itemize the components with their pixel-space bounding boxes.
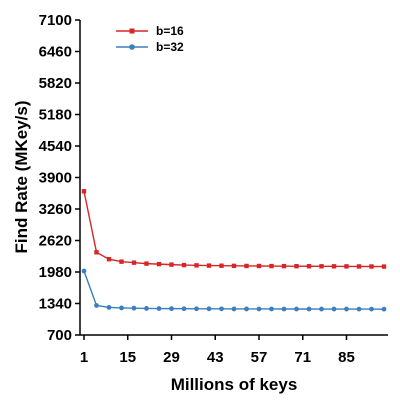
- y-tick-label: 3900: [39, 170, 72, 187]
- data-point: [244, 306, 249, 312]
- axes: [79, 20, 388, 336]
- y-axis-title: Find Rate (MKey/s): [12, 100, 31, 253]
- x-ticks: 1 15 29 43 57 71 85: [80, 335, 355, 366]
- data-point: [156, 261, 162, 267]
- x-tick-label: 1: [80, 349, 88, 366]
- data-point: [94, 303, 99, 308]
- data-point: [94, 250, 99, 255]
- data-point: [331, 306, 337, 312]
- series-layer: [81, 189, 387, 312]
- y-tick-label: 5180: [39, 107, 72, 124]
- data-point: [131, 260, 137, 265]
- data-point: [294, 263, 299, 269]
- data-point: [344, 306, 349, 312]
- x-tick-label: 29: [163, 349, 180, 366]
- x-tick-label: 85: [338, 349, 355, 366]
- data-point: [331, 264, 337, 269]
- data-point: [106, 257, 112, 262]
- data-point: [269, 263, 274, 269]
- data-point: [194, 306, 199, 312]
- data-point: [119, 305, 124, 311]
- data-point: [219, 306, 224, 312]
- data-point: [306, 264, 312, 269]
- data-point: [194, 263, 199, 268]
- x-tick-label: 15: [119, 349, 136, 366]
- data-point: [344, 264, 349, 269]
- y-tick-label: 1340: [39, 296, 72, 313]
- data-point: [131, 305, 137, 311]
- y-tick-label: 5820: [39, 75, 72, 92]
- data-point: [144, 306, 149, 311]
- x-tick-label: 43: [207, 349, 224, 366]
- x-tick-label: 57: [251, 349, 268, 366]
- data-point: [381, 306, 387, 312]
- data-point: [144, 261, 149, 266]
- data-point: [256, 263, 262, 269]
- data-point: [306, 306, 312, 312]
- y-tick-label: 3260: [39, 201, 72, 218]
- data-point: [181, 262, 187, 268]
- y-ticks: 700 1340 1980 2620 3260 3900 4540 5180 5820 6460 7…: [39, 12, 80, 344]
- legend-label: b=32: [156, 40, 184, 54]
- data-point: [81, 189, 87, 194]
- data-point: [244, 263, 249, 269]
- legend-marker: [129, 44, 135, 50]
- y-tick-label: 700: [47, 327, 72, 344]
- data-point: [169, 306, 174, 312]
- series-line-1: [83, 191, 385, 268]
- data-point: [369, 264, 374, 269]
- data-point: [231, 306, 237, 312]
- data-point: [356, 264, 362, 269]
- x-tick-label: 71: [294, 349, 311, 366]
- data-point: [319, 306, 324, 312]
- data-point: [281, 306, 287, 312]
- data-point: [256, 306, 262, 312]
- y-tick-label: 7100: [39, 12, 72, 29]
- data-point: [269, 306, 274, 312]
- y-tick-label: 6460: [39, 44, 72, 61]
- legend-label: b=16: [156, 24, 184, 38]
- data-point: [119, 259, 124, 264]
- y-tick-label: 1980: [39, 264, 72, 281]
- data-point: [369, 306, 374, 312]
- legend: b=16 b=32: [116, 24, 184, 54]
- data-point: [281, 263, 287, 269]
- data-point: [169, 262, 174, 267]
- data-point: [356, 306, 362, 312]
- data-point: [231, 263, 237, 269]
- data-point: [206, 306, 212, 312]
- data-point: [156, 306, 162, 311]
- data-point: [319, 264, 324, 269]
- data-point: [106, 305, 112, 310]
- data-point: [219, 263, 224, 268]
- data-point: [206, 263, 212, 268]
- data-point: [294, 306, 299, 312]
- series-line-2: [83, 270, 385, 310]
- x-axis-title: Millions of keys: [171, 375, 298, 394]
- y-tick-label: 4540: [39, 138, 72, 155]
- y-tick-label: 2620: [39, 233, 72, 250]
- legend-marker: [129, 28, 135, 34]
- data-point: [381, 264, 387, 269]
- data-point: [181, 306, 187, 312]
- data-point: [81, 268, 87, 274]
